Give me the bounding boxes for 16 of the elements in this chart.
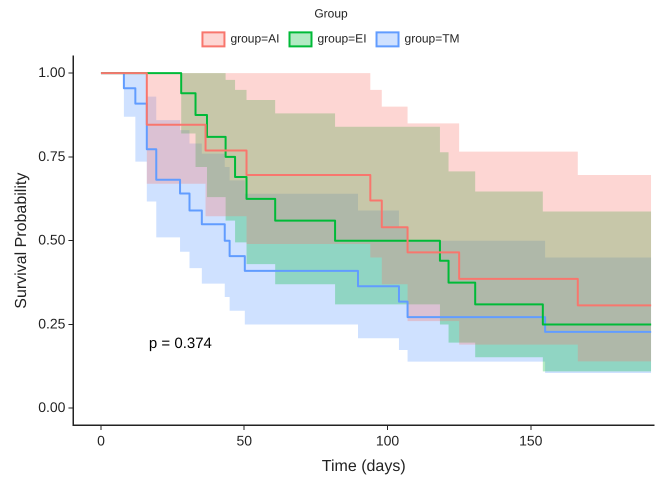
y-tick-label: 0.75 [38, 148, 66, 164]
x-tick-label: 100 [376, 432, 400, 448]
x-tick-label: 50 [236, 432, 252, 448]
x-axis-title: Time (days) [322, 458, 406, 475]
y-tick-label: 1.00 [38, 64, 66, 80]
legend-label: group=AI [230, 32, 280, 46]
x-tick-label: 0 [97, 432, 106, 448]
y-tick-label: 0.50 [38, 232, 66, 248]
y-tick-label: 0.25 [38, 315, 66, 332]
y-axis-title: Survival Probability [13, 172, 30, 309]
legend-title: Group [314, 6, 348, 20]
x-tick-label: 150 [519, 432, 543, 448]
annotation: p = 0.374 [148, 335, 212, 352]
legend-label: group=TM [404, 32, 460, 46]
legend-label: group=EI [317, 32, 367, 46]
y-tick-label: 0.00 [38, 399, 66, 416]
